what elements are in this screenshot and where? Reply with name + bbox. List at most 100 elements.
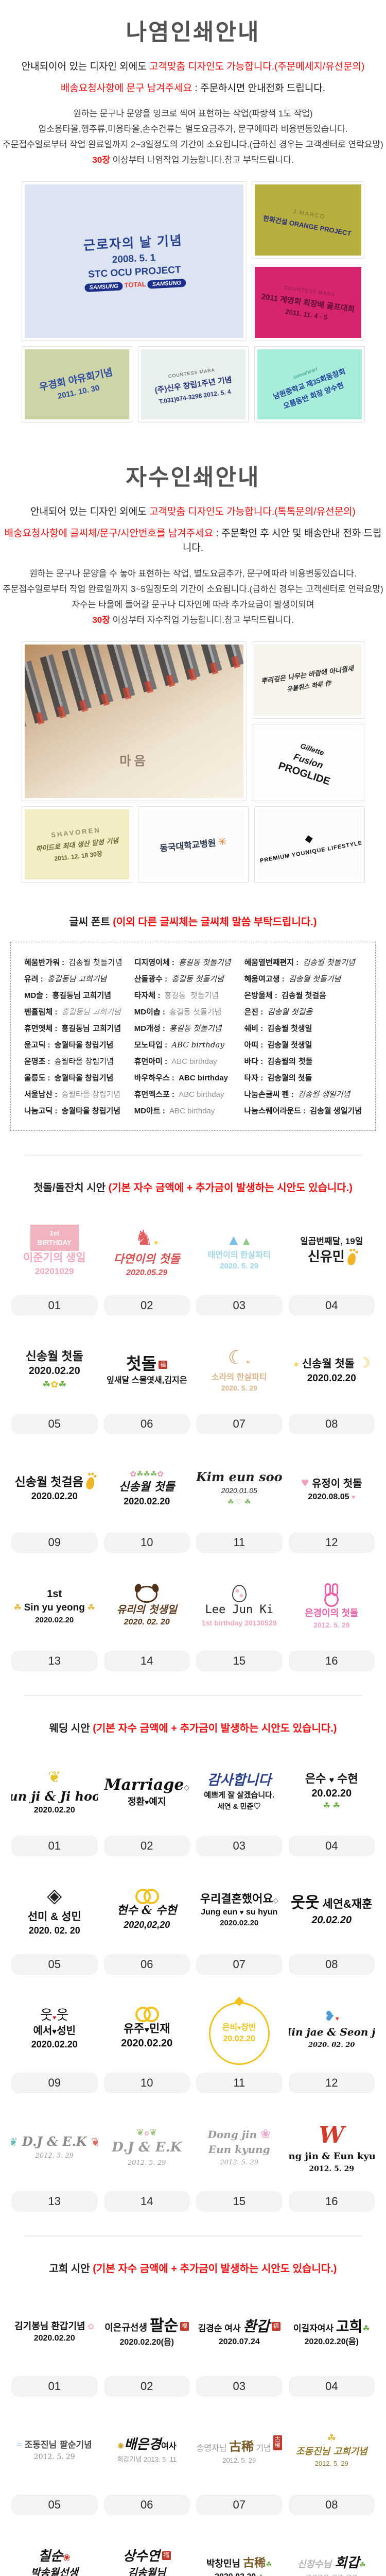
line: 다연이의 첫돌 [114,1252,180,1267]
font-name: MD개성 : [134,1024,167,1033]
line: Dong jin & Eun kyung [289,2150,375,2163]
flower-icon: ✿ [130,1470,137,1479]
font-name: 타자체 : [134,991,163,1000]
gohi-design-item-04: 이길자여사 고희☘2020.02.20(음) [289,2294,375,2371]
design-sections: 첫돌/돌잔치 시안 (기본 자수 금액에 + 추가금이 발생하는 시안도 있습니… [0,1155,386,2576]
text-segment: 감사합니다 [207,1772,271,1788]
wedding-design-number-05: 05 [11,1954,98,1975]
font-item: 아띠 : 김송월 첫생일 [244,1039,362,1050]
title-black: 고희 시안 [49,2263,93,2275]
laurel-icon: ☘ [14,1603,24,1613]
embroidery-subline-1: 안내되어 있는 디자인 외에도 고객맞춤 디자인도 가능합니다.(톡톡문의/유선… [0,505,386,520]
text-segment: 고희 [336,2318,363,2334]
blossom-icon: ✿ [85,2323,95,2331]
first-birthday-badge-icon: 1st BIRTHDAY [30,1225,79,1251]
design-cells: 웃♥웃예서♥성빈2020.02.20유주♥민재2020.02.20은비♥창빈20… [11,1990,375,2067]
line: Min jae & Seon ju [289,2025,375,2039]
text-segment: 동국대학교병원 [160,837,219,853]
line: W [319,2120,344,2150]
dol-design-number-07: 07 [196,1414,283,1434]
text-segment: 신유민 [308,1249,345,1264]
embroidery-guide-section: 자수인쇄안내 안내되어 있는 디자인 외에도 고객맞춤 디자인도 가능합니다.(… [0,422,386,883]
dol-design-number-06: 06 [104,1414,190,1434]
text-segment: 여사 [161,2442,176,2451]
text-segment: Eun ji & Ji hoon [11,1789,98,1804]
font-item: 혜움열번째편지 : 김송월 첫돌기념 [244,957,362,968]
design-row: ❦Eun ji & Ji hoon2020.02.20Marriage◇정환♥예… [0,1753,386,1856]
font-sample-text: 홍길동 첫돌기념 [179,958,231,967]
font-name: 디지영이체 : [134,958,177,967]
diamond-icon: ◇ [184,1783,189,1791]
font-item: 혜움여고생 : 김송월 첫돌기념 [244,973,362,984]
line: Eun ji & Ji hoon [11,1788,98,1805]
line: Eun kyung [208,2143,270,2157]
font-item: 휴먼아미 : ABC birthday [134,1056,235,1066]
section-divider [24,1155,362,1156]
wedding-design-item-01: ❦Eun ji & Ji hoon2020.02.20 [11,1753,98,1831]
text-segment: 상수연 [123,2549,160,2564]
font-name: 서울남산 : [24,1090,60,1099]
text-segment: 김기봉님 환갑기념 [14,2321,85,2331]
text-segment: 이은규선생 [104,2323,150,2333]
diamond-ring-icon: ◈ [47,1885,62,1907]
text-segment: 선미 & 성민 [28,1911,81,1923]
text-segment: 2012. 5. 29 [128,2159,166,2167]
text-segment: 팔순 [150,2317,178,2335]
embroidery-paragraph: 원하는 문구나 문양을 수 놓아 표현하는 작업, 별도요금추가, 문구에따라 … [0,566,386,628]
font-sample-text: ABC birthday [171,1057,217,1066]
text-segment: 박창민님 [206,2558,243,2569]
font-item: MD이솝 : 홍길동 첫돌기념 [134,1006,235,1017]
font-name: 타자 : [244,1074,266,1082]
line: 20201029 [35,1266,74,1278]
text-segment: 현수 & 수현 [117,1904,177,1917]
laurel-icon: ☘ ☘ [323,1802,340,1810]
text-segment: 송영자님 [197,2444,229,2452]
embroidery-sample-younique-towel: ◆PREMIUM YOUNIQUE LIFESTYLE [254,806,365,883]
embroidery-sample-hospital-towel: 동국대학교병원 ✳ [138,806,249,883]
heart-icon: ♥ [145,2026,150,2035]
wedding-design-number-08: 08 [289,1954,375,1975]
text-segment: 김송월님 [128,2566,166,2576]
font-name: 은진 : [244,1008,266,1016]
line: 2020. 5. 29 [221,1383,257,1394]
leaves-icon: ☘ [359,2561,366,2569]
font-item: 나눔스퀘어라운드 : 김송월 생일기념 [244,1105,362,1116]
samsung-logo: SAMSUNG [148,279,186,289]
line: 예쁘게 잘 살겠습니다. [204,1790,274,1801]
font-sample-text: 김송월의 첫돌 [267,1057,312,1066]
text-segment: 칠순 [38,2549,63,2564]
text-segment: 은비 [222,2023,237,2032]
line: 은수 ♥ 수현 [305,1771,358,1787]
line: 이길자여사 고희☘ [293,2317,370,2336]
font-sample-text: 송월타올 창립기념 [55,1041,114,1049]
wedding-design-number-12: 12 [289,2073,375,2093]
font-name: 혜움반가워 : [24,958,66,967]
font-name: 은방울체 : [244,991,280,1000]
font-sample-text: 김송월 첫걸음 [267,1007,312,1016]
line: 2020.05.29 [126,1267,167,1279]
dol-design-number-13: 13 [11,1651,98,1671]
gohi-design-number-02: 02 [104,2376,190,2397]
line: 2012. 5. 29 [309,2163,354,2175]
line [324,1582,339,1607]
text-segment: 민재 [149,2022,170,2035]
font-sample-text: 홍길동님 고희기념 [52,991,111,1000]
footprint-icon [85,1477,95,1490]
font-sample-text: 홍길동님 고희기념 [62,1007,121,1016]
